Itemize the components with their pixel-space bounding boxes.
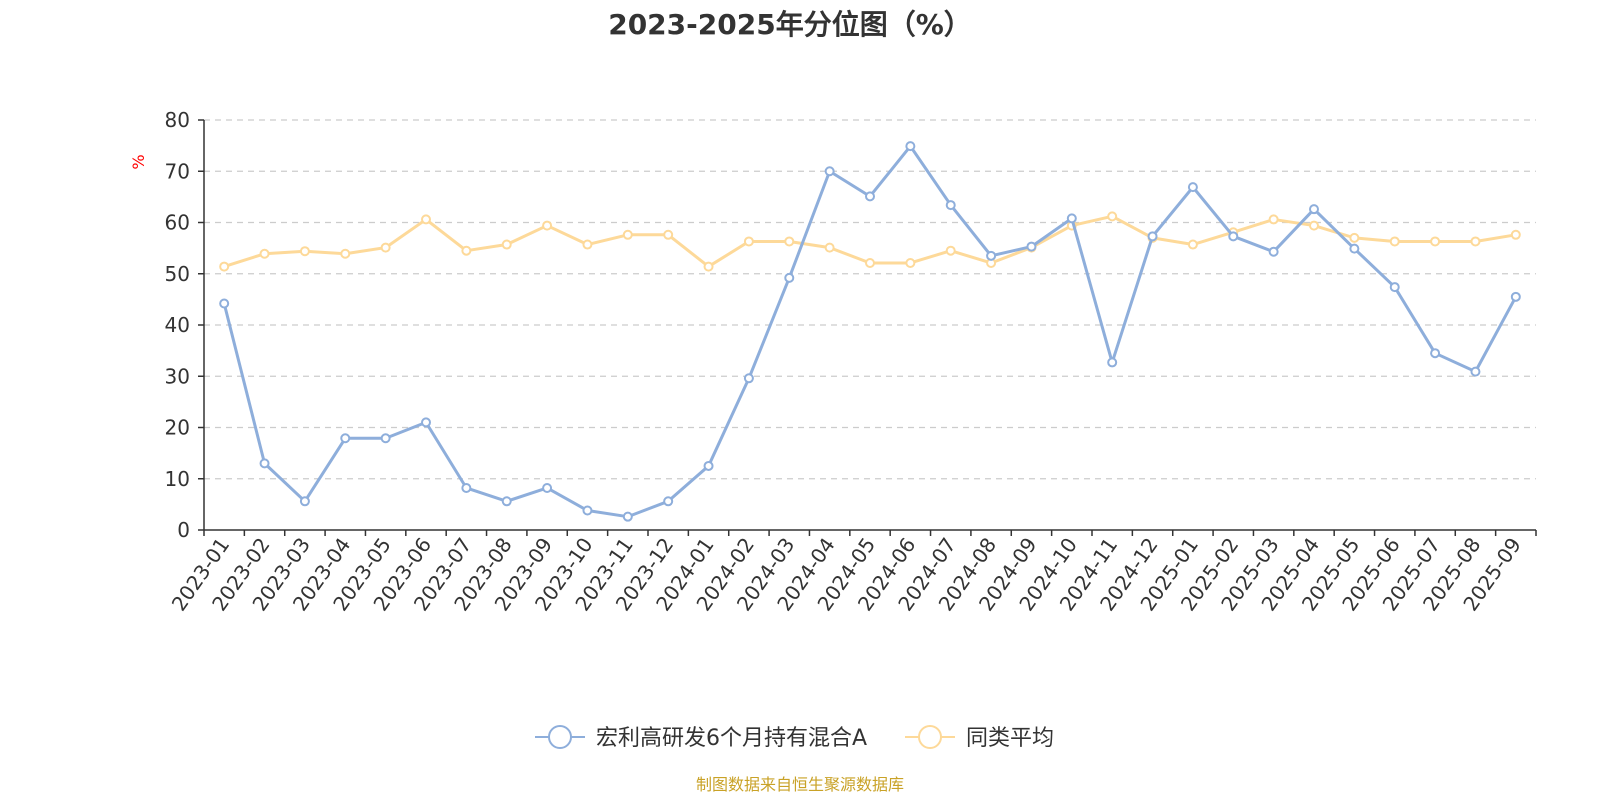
data-point[interactable]	[986, 250, 997, 261]
y-tick-label: 50	[165, 262, 190, 286]
data-point[interactable]	[219, 298, 230, 309]
data-point[interactable]	[582, 505, 593, 516]
data-point[interactable]	[743, 373, 754, 384]
data-point[interactable]	[259, 248, 270, 259]
data-point[interactable]	[1268, 246, 1279, 257]
legend-marker-icon	[548, 725, 572, 749]
data-point[interactable]	[622, 511, 633, 522]
data-point[interactable]	[259, 458, 270, 469]
data-point[interactable]	[663, 229, 674, 240]
data-point[interactable]	[582, 239, 593, 250]
data-point[interactable]	[380, 433, 391, 444]
y-tick-label: 0	[177, 518, 190, 542]
data-point[interactable]	[219, 261, 230, 272]
data-point[interactable]	[1309, 204, 1319, 215]
data-point[interactable]	[1309, 220, 1319, 231]
data-point[interactable]	[1470, 366, 1481, 377]
data-point[interactable]	[299, 246, 310, 257]
y-tick-label: 20	[165, 416, 190, 440]
data-point[interactable]	[1470, 236, 1481, 247]
data-point[interactable]	[1107, 357, 1118, 368]
data-point[interactable]	[340, 248, 351, 259]
chart-title: 2023-2025年分位图（%）	[608, 8, 972, 41]
y-axis-unit-label: %	[129, 154, 148, 169]
data-point[interactable]	[501, 496, 512, 507]
data-point[interactable]	[380, 242, 391, 253]
legend[interactable]: 宏利高研发6个月持有混合A 同类平均	[535, 725, 1054, 751]
y-tick-label: 40	[165, 313, 190, 337]
data-point[interactable]	[784, 272, 795, 283]
data-point[interactable]	[1066, 213, 1077, 224]
y-tick-label: 80	[165, 108, 190, 132]
data-source-note: 制图数据来自恒生聚源数据库	[696, 775, 904, 794]
legend-item-0[interactable]: 宏利高研发6个月持有混合A	[535, 725, 867, 751]
data-point[interactable]	[945, 245, 956, 256]
data-point[interactable]	[743, 236, 754, 247]
data-point[interactable]	[1187, 182, 1198, 193]
data-point[interactable]	[905, 257, 916, 268]
data-point[interactable]	[340, 433, 351, 444]
data-point[interactable]	[824, 242, 835, 253]
data-point[interactable]	[1430, 236, 1441, 247]
data-point[interactable]	[824, 166, 835, 177]
data-point[interactable]	[865, 191, 875, 202]
series-lines	[219, 141, 1521, 522]
data-point[interactable]	[421, 214, 431, 225]
data-point[interactable]	[1389, 282, 1400, 293]
data-point[interactable]	[784, 236, 795, 247]
data-point[interactable]	[1510, 291, 1521, 302]
data-point[interactable]	[501, 239, 512, 250]
data-point[interactable]	[421, 417, 431, 428]
data-point[interactable]	[1510, 229, 1521, 240]
data-point[interactable]	[542, 220, 553, 231]
data-point[interactable]	[461, 245, 472, 256]
data-point[interactable]	[905, 141, 916, 152]
series-line	[222, 144, 1518, 519]
legend-label: 宏利高研发6个月持有混合A	[596, 726, 867, 751]
data-point[interactable]	[703, 460, 714, 471]
data-point[interactable]	[703, 261, 714, 272]
data-point[interactable]	[1268, 214, 1279, 225]
data-point[interactable]	[1349, 232, 1360, 243]
data-point[interactable]	[663, 496, 674, 507]
y-tick-label: 30	[165, 364, 190, 388]
data-point[interactable]	[1349, 243, 1360, 254]
data-point[interactable]	[299, 496, 310, 507]
y-tick-label: 70	[165, 159, 190, 183]
y-tick-label: 10	[165, 467, 190, 491]
legend-label: 同类平均	[966, 726, 1054, 751]
y-tick-label: 60	[165, 211, 190, 235]
grid-lines	[204, 119, 1536, 480]
data-point[interactable]	[542, 482, 553, 493]
data-point[interactable]	[1107, 211, 1118, 222]
series-0	[219, 141, 1521, 522]
data-point[interactable]	[1228, 231, 1239, 242]
data-point[interactable]	[945, 200, 956, 211]
data-point[interactable]	[1147, 231, 1158, 242]
legend-item-1[interactable]: 同类平均	[905, 725, 1054, 751]
data-point[interactable]	[622, 229, 633, 240]
data-point[interactable]	[1430, 348, 1441, 359]
legend-marker-icon	[918, 725, 942, 749]
data-point[interactable]	[1187, 239, 1198, 250]
data-point[interactable]	[865, 257, 875, 268]
data-point[interactable]	[1389, 236, 1400, 247]
data-point[interactable]	[1026, 241, 1037, 252]
data-point[interactable]	[461, 482, 472, 493]
